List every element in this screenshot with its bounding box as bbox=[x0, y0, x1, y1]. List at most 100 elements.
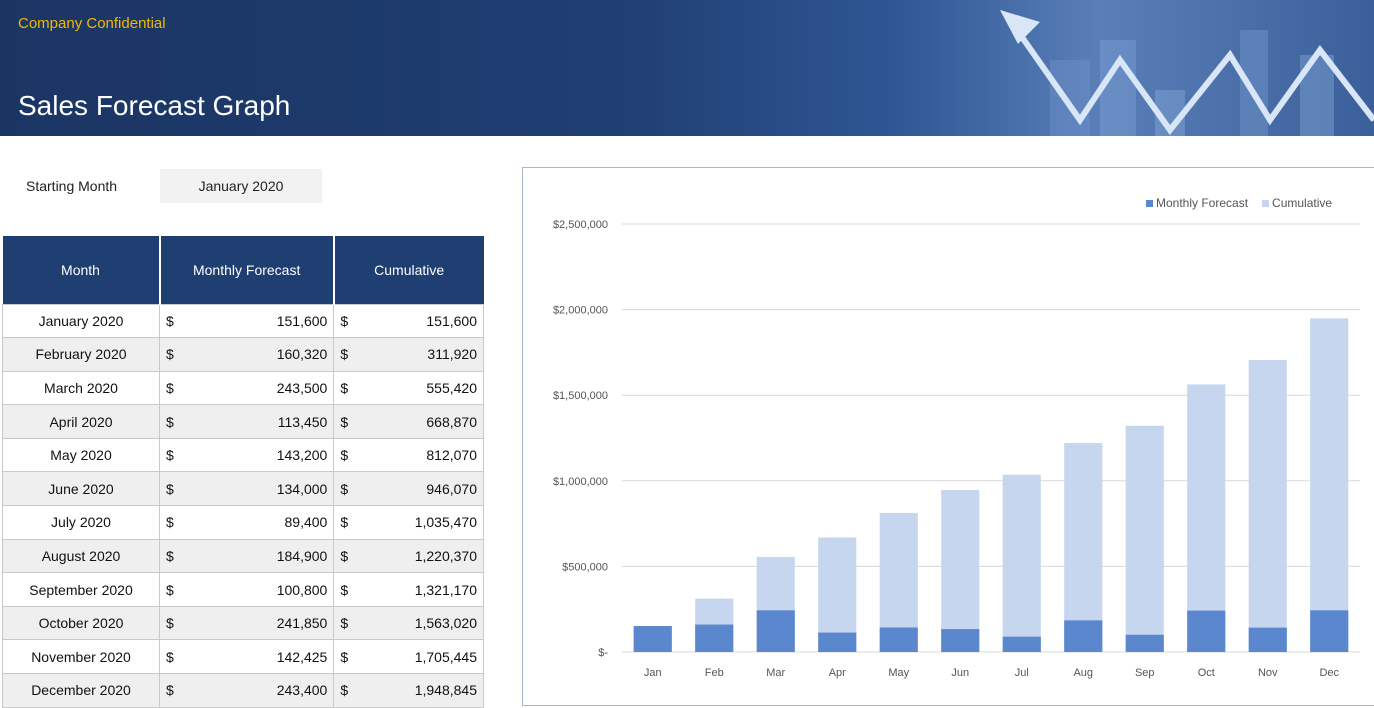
bar-cumulative bbox=[1125, 425, 1164, 652]
table-row: January 2020 $151,600 $151,600 bbox=[2, 303, 485, 339]
table-row: November 2020 $142,425 $1,705,445 bbox=[2, 639, 485, 675]
legend-swatch bbox=[1262, 199, 1270, 207]
legend-swatch bbox=[1146, 199, 1153, 207]
y-tick-label: $500,000 bbox=[562, 561, 608, 573]
chart-legend: Monthly Forecast Cumulative bbox=[1146, 196, 1332, 210]
page-title: Sales Forecast Graph bbox=[18, 90, 291, 121]
month-cell[interactable]: August 2020 bbox=[2, 538, 160, 574]
month-cell[interactable]: November 2020 bbox=[2, 639, 160, 675]
x-tick-label: Dec bbox=[1319, 667, 1339, 679]
month-cell[interactable]: July 2020 bbox=[2, 505, 160, 540]
table-row: December 2020 $243,400 $1,948,845 bbox=[2, 673, 485, 708]
bar-cumulative bbox=[1248, 360, 1287, 652]
month-cell[interactable]: October 2020 bbox=[2, 605, 160, 641]
cumulative-cell[interactable]: 1,705,445 bbox=[354, 639, 485, 675]
bar-monthly-forecast bbox=[695, 624, 734, 652]
bar-monthly-forecast bbox=[1310, 610, 1349, 652]
x-tick-label: Sep bbox=[1135, 667, 1155, 679]
table-row: July 2020 $89,400 $1,035,470 bbox=[2, 505, 485, 540]
cumulative-cell[interactable]: 1,220,370 bbox=[354, 538, 485, 574]
x-tick-label: Oct bbox=[1198, 667, 1215, 679]
cumulative-cell[interactable]: 311,920 bbox=[354, 337, 485, 372]
cumulative-cell[interactable]: 812,070 bbox=[354, 437, 485, 473]
bar-monthly-forecast bbox=[1187, 610, 1226, 652]
currency-cell[interactable]: $ bbox=[158, 673, 180, 708]
month-cell[interactable]: September 2020 bbox=[2, 572, 160, 607]
legend-label: Cumulative bbox=[1272, 196, 1333, 210]
bar-monthly-forecast bbox=[941, 629, 980, 652]
y-tick-label: $- bbox=[598, 647, 608, 659]
table-row: February 2020 $160,320 $311,920 bbox=[2, 337, 485, 372]
table-row: October 2020 $241,850 $1,563,020 bbox=[2, 605, 485, 641]
table-row: September 2020 $100,800 $1,321,170 bbox=[2, 572, 485, 607]
monthly-forecast-cell[interactable]: 134,000 bbox=[179, 471, 335, 507]
header-cumulative: Cumulative bbox=[332, 236, 484, 304]
table-header-row: Month Monthly Forecast Cumulative bbox=[2, 236, 484, 304]
y-tick-label: $2,000,000 bbox=[553, 305, 608, 317]
bar-cumulative bbox=[941, 490, 980, 652]
month-cell[interactable]: May 2020 bbox=[2, 437, 160, 473]
month-cell[interactable]: June 2020 bbox=[2, 471, 160, 507]
currency-cell[interactable]: $ bbox=[333, 337, 355, 372]
currency-cell[interactable]: $ bbox=[333, 404, 355, 439]
bar-monthly-forecast bbox=[1064, 620, 1103, 652]
monthly-forecast-cell[interactable]: 241,850 bbox=[179, 605, 335, 641]
y-tick-label: $1,500,000 bbox=[553, 390, 608, 402]
bar-cumulative bbox=[1310, 318, 1349, 652]
cumulative-cell[interactable]: 1,563,020 bbox=[354, 605, 485, 641]
month-cell[interactable]: December 2020 bbox=[2, 673, 160, 708]
monthly-forecast-cell[interactable]: 100,800 bbox=[179, 572, 335, 607]
bar-cumulative bbox=[1064, 443, 1103, 652]
header-banner: Company Confidential Sales Forecast Grap… bbox=[0, 0, 1374, 136]
y-tick-label: $1,000,000 bbox=[553, 476, 608, 488]
x-tick-label: May bbox=[888, 667, 909, 679]
currency-cell[interactable]: $ bbox=[333, 605, 355, 641]
starting-month-input[interactable]: January 2020 bbox=[160, 169, 322, 203]
currency-cell[interactable]: $ bbox=[333, 471, 355, 507]
x-tick-label: Jun bbox=[951, 667, 969, 679]
x-tick-label: Mar bbox=[766, 667, 785, 679]
cumulative-cell[interactable]: 668,870 bbox=[354, 404, 485, 439]
table-row: May 2020 $143,200 $812,070 bbox=[2, 437, 485, 473]
bar-monthly-forecast bbox=[756, 610, 795, 652]
cumulative-cell[interactable]: 555,420 bbox=[354, 370, 485, 406]
monthly-forecast-cell[interactable]: 113,450 bbox=[179, 404, 335, 439]
currency-cell[interactable]: $ bbox=[158, 605, 180, 641]
banner-graph-art bbox=[1000, 10, 1374, 136]
cumulative-cell[interactable]: 1,321,170 bbox=[354, 572, 485, 607]
header-monthly-forecast: Monthly Forecast bbox=[158, 236, 334, 304]
table-row: August 2020 $184,900 $1,220,370 bbox=[2, 538, 485, 574]
monthly-forecast-cell[interactable]: 184,900 bbox=[179, 538, 335, 574]
legend-item: Monthly Forecast bbox=[1146, 196, 1248, 210]
table-row: June 2020 $134,000 $946,070 bbox=[2, 471, 485, 507]
y-tick-label: $2,500,000 bbox=[553, 219, 608, 231]
cumulative-cell[interactable]: 946,070 bbox=[354, 471, 485, 507]
month-cell[interactable]: February 2020 bbox=[2, 337, 160, 372]
bar-monthly-forecast bbox=[1248, 627, 1287, 652]
currency-cell[interactable]: $ bbox=[158, 471, 180, 507]
currency-cell[interactable]: $ bbox=[333, 538, 355, 574]
confidential-label: Company Confidential bbox=[18, 15, 166, 32]
x-tick-label: Nov bbox=[1258, 667, 1278, 679]
monthly-forecast-cell[interactable]: 160,320 bbox=[179, 337, 335, 372]
currency-cell[interactable]: $ bbox=[158, 538, 180, 574]
monthly-forecast-cell[interactable]: 243,500 bbox=[179, 370, 335, 406]
bar-cumulative bbox=[1187, 384, 1226, 652]
header-month: Month bbox=[2, 236, 160, 304]
cumulative-cell[interactable]: 151,600 bbox=[354, 303, 485, 339]
bar-cumulative bbox=[1002, 474, 1041, 652]
x-tick-label: Feb bbox=[705, 667, 724, 679]
legend-label: Monthly Forecast bbox=[1156, 196, 1249, 210]
x-tick-label: Jan bbox=[644, 667, 662, 679]
month-cell[interactable]: January 2020 bbox=[2, 303, 160, 339]
bar-monthly-forecast bbox=[879, 627, 918, 652]
currency-cell[interactable]: $ bbox=[333, 673, 355, 708]
month-cell[interactable]: March 2020 bbox=[2, 370, 160, 406]
month-cell[interactable]: April 2020 bbox=[2, 404, 160, 439]
monthly-forecast-cell[interactable]: 89,400 bbox=[179, 505, 335, 540]
currency-cell[interactable]: $ bbox=[158, 404, 180, 439]
cumulative-cell[interactable]: 1,948,845 bbox=[354, 673, 485, 708]
bar-monthly-forecast bbox=[1125, 634, 1164, 652]
currency-cell[interactable]: $ bbox=[158, 337, 180, 372]
monthly-forecast-cell[interactable]: 143,200 bbox=[179, 437, 335, 473]
